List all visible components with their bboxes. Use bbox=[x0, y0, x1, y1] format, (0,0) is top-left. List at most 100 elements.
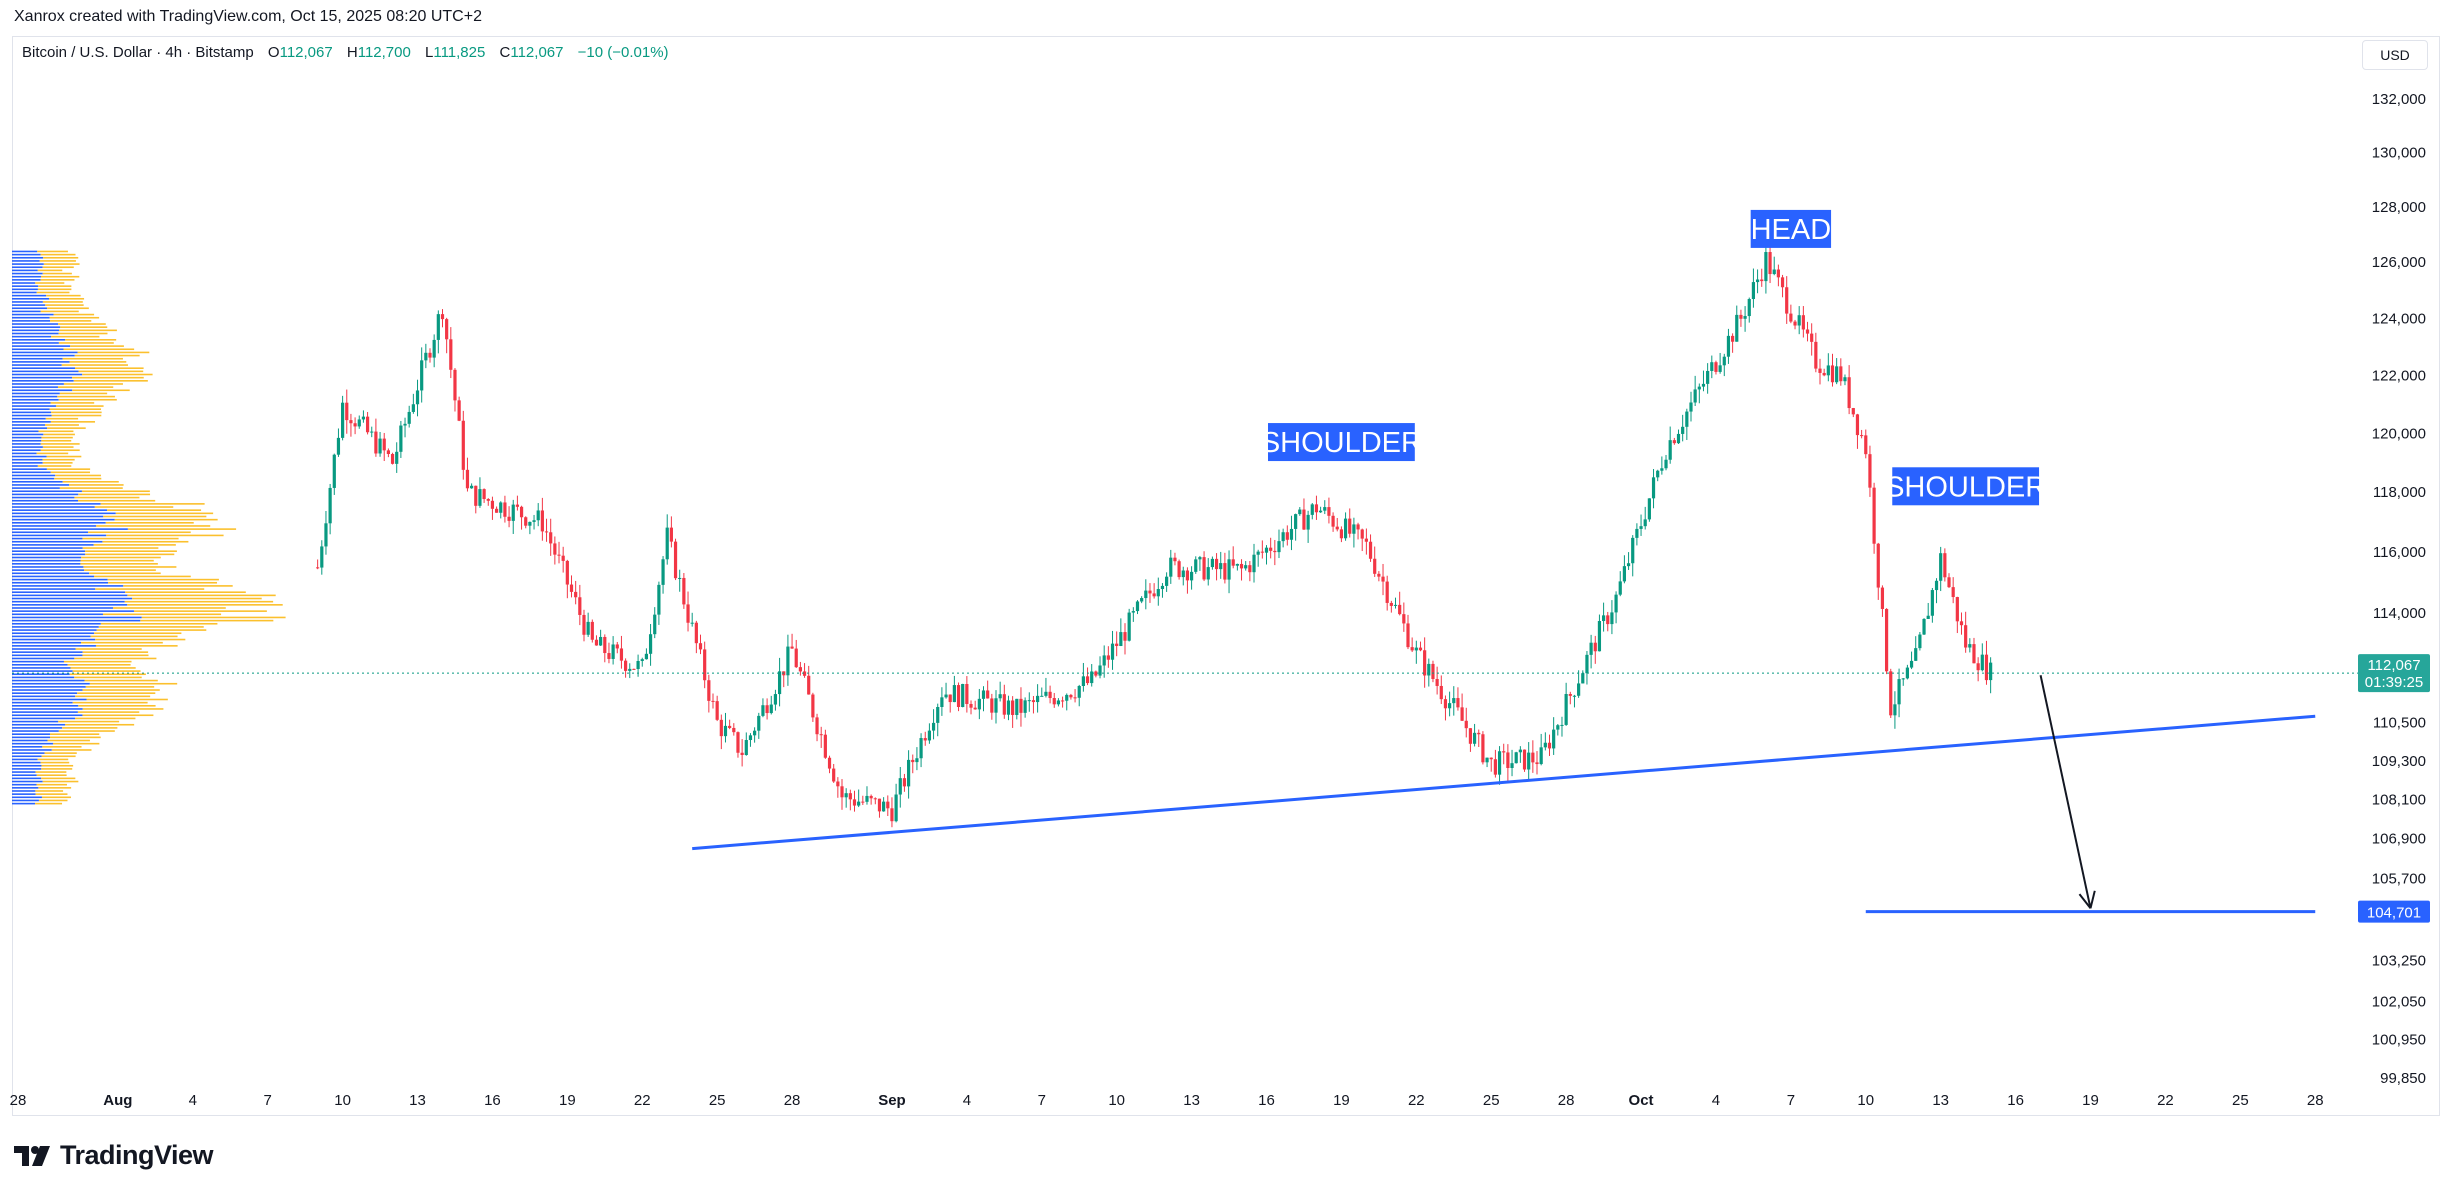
price-axis[interactable]: 132,000 130,000 128,000 126,000 124,000 122,0… bbox=[2358, 91, 2430, 1087]
candle-body bbox=[611, 644, 615, 659]
candle-body bbox=[1626, 563, 1631, 567]
tradingview-logo-icon bbox=[14, 1145, 50, 1166]
candle-body bbox=[1106, 655, 1110, 660]
vp-bar-up bbox=[12, 667, 71, 669]
candle-body bbox=[819, 734, 823, 736]
candle-body bbox=[1959, 621, 1964, 626]
candle-body bbox=[553, 543, 557, 555]
vp-bar-down bbox=[82, 373, 153, 376]
vp-bar-up bbox=[12, 376, 73, 379]
candle-body bbox=[1373, 558, 1377, 574]
vp-bar-up bbox=[12, 383, 64, 385]
candle-body bbox=[1364, 538, 1368, 542]
candle-body bbox=[1406, 623, 1410, 648]
tradingview-logo[interactable]: TradingView bbox=[14, 1140, 214, 1171]
currency-button[interactable]: USD bbox=[2362, 40, 2428, 70]
vp-bar-down bbox=[42, 746, 82, 748]
candle-body bbox=[1306, 514, 1310, 530]
candle-body bbox=[532, 520, 536, 522]
candle-body bbox=[1527, 752, 1531, 770]
candle-body bbox=[1006, 700, 1011, 715]
vp-bar-up bbox=[12, 673, 70, 676]
vp-bar-down bbox=[124, 600, 274, 603]
vp-bar-up bbox=[12, 389, 73, 392]
vp-bar-up bbox=[12, 373, 83, 376]
candle-body bbox=[669, 527, 673, 542]
candle-body bbox=[1606, 615, 1610, 625]
candle-body bbox=[453, 369, 457, 401]
vp-bar-down bbox=[35, 793, 68, 795]
candle-body bbox=[728, 725, 732, 728]
candle-body bbox=[1897, 679, 1901, 705]
vp-bar-up bbox=[12, 783, 37, 786]
vp-bar-up bbox=[12, 326, 61, 328]
candle-body bbox=[923, 738, 927, 741]
vp-bar-up bbox=[12, 578, 108, 581]
candle-body bbox=[1810, 333, 1814, 342]
candle-body bbox=[1098, 665, 1102, 676]
candle-body bbox=[777, 671, 782, 695]
vp-bar-down bbox=[38, 430, 74, 433]
vp-bar-down bbox=[62, 727, 118, 729]
candle-body bbox=[1431, 663, 1435, 680]
candle-body bbox=[969, 703, 973, 708]
vp-bar-down bbox=[40, 253, 76, 256]
candle-body bbox=[328, 487, 332, 524]
target-price-tag[interactable]: 104,701 bbox=[2358, 900, 2430, 923]
candle-body bbox=[436, 314, 440, 340]
candle-body bbox=[1522, 749, 1527, 770]
candle-body bbox=[1780, 277, 1785, 288]
candle-body bbox=[1643, 519, 1647, 527]
candle-body bbox=[1701, 383, 1706, 387]
vp-bar-down bbox=[62, 480, 119, 483]
projection-arrow[interactable] bbox=[2039, 675, 2096, 909]
time-tick-label: 16 bbox=[484, 1092, 501, 1109]
vp-bar-down bbox=[52, 742, 100, 745]
candle-body bbox=[499, 502, 503, 513]
candle-body bbox=[1976, 663, 1980, 671]
vp-bar-down bbox=[127, 528, 237, 530]
candle-body bbox=[1194, 559, 1198, 572]
candle-body bbox=[657, 584, 661, 615]
candle-body bbox=[890, 808, 894, 822]
candle-body bbox=[1980, 654, 1984, 671]
vp-bar-down bbox=[62, 357, 123, 360]
vp-bar-down bbox=[37, 250, 68, 253]
vp-bar-down bbox=[35, 802, 63, 805]
candle-body bbox=[898, 778, 902, 795]
vp-bar-down bbox=[40, 279, 75, 281]
low-label: L bbox=[425, 44, 434, 61]
vp-bar-down bbox=[81, 490, 150, 493]
candle-body bbox=[994, 698, 998, 713]
vp-bar-up bbox=[12, 465, 38, 467]
candle-body bbox=[549, 532, 553, 544]
vp-bar-up bbox=[12, 547, 83, 549]
candle-body bbox=[927, 730, 932, 741]
candle-body bbox=[794, 648, 798, 668]
vp-bar-up bbox=[12, 777, 42, 780]
vp-bar-down bbox=[82, 547, 159, 549]
candle-body bbox=[827, 757, 832, 769]
candle-body bbox=[1239, 563, 1244, 569]
pattern-labels: SHOULDER HEAD SHOULDER bbox=[1261, 209, 2046, 506]
vp-bar-down bbox=[43, 256, 79, 259]
vp-bar-up bbox=[12, 581, 109, 584]
candle-body bbox=[1081, 676, 1085, 686]
vp-bar-down bbox=[95, 588, 205, 590]
candle-body bbox=[902, 778, 907, 787]
vp-bar-down bbox=[74, 657, 157, 660]
candle-body bbox=[1693, 389, 1697, 403]
candle-body bbox=[1056, 700, 1061, 705]
candle-body bbox=[1356, 524, 1360, 530]
candle-body bbox=[1277, 541, 1281, 553]
neckline[interactable] bbox=[692, 714, 2316, 851]
vp-bar-down bbox=[55, 474, 101, 477]
candle-body bbox=[524, 517, 528, 526]
candle-body bbox=[1219, 563, 1223, 570]
vp-bar-down bbox=[51, 414, 102, 417]
time-axis[interactable]: 28 Aug 4 7 10 13 16 19 22 25 28 Sep 4 7 10 13 16 19 22 25 28… bbox=[10, 1092, 2324, 1109]
vp-bar-down bbox=[61, 364, 128, 366]
candle-body bbox=[374, 431, 378, 454]
